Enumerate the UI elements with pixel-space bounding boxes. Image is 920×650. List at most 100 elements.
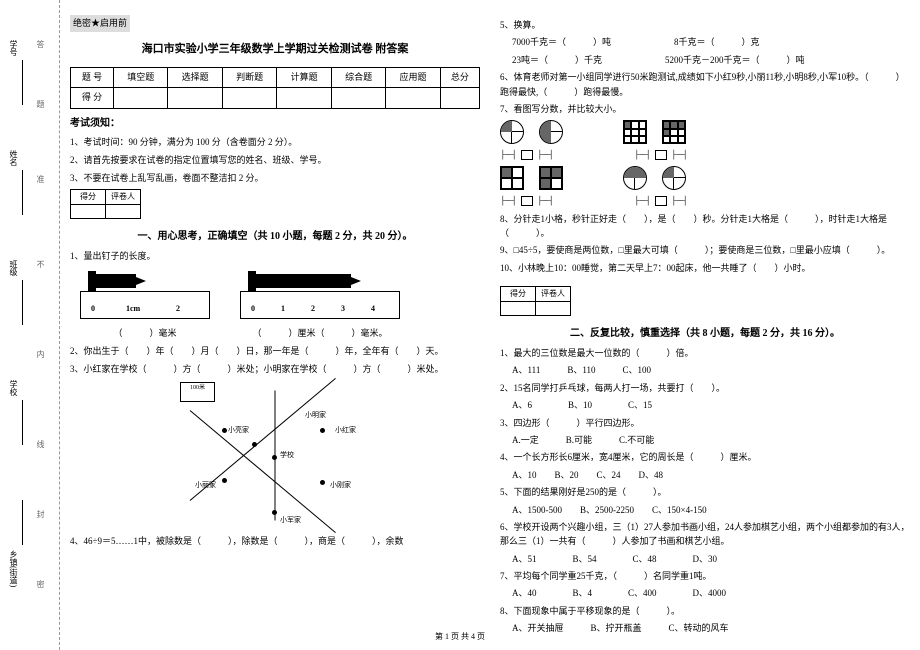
cell bbox=[551, 178, 562, 189]
cell bbox=[512, 178, 523, 189]
cmp2: ├─┤├─┤ bbox=[634, 148, 688, 162]
cell bbox=[501, 167, 512, 178]
rnum: 2 bbox=[176, 302, 180, 316]
left-column: 绝密★启用前 海口市实验小学三年级数学上学期过关检测试卷 附答案 题 号 填空题… bbox=[70, 15, 480, 639]
diag-line-se bbox=[190, 410, 336, 533]
s2q3o: A.一定 B.可能 C.不可能 bbox=[500, 433, 910, 447]
notice-item: 3、不要在试卷上乱写乱画，卷面不整洁扣 2 分。 bbox=[70, 171, 480, 186]
rnum: 4 bbox=[371, 302, 375, 316]
score-mini-box-2: 得分评卷人 bbox=[500, 286, 571, 316]
dot bbox=[320, 428, 325, 433]
sb-blank bbox=[71, 205, 106, 219]
cell bbox=[512, 167, 523, 178]
binding-label-town: 乡镇(街道) bbox=[8, 550, 19, 587]
cell bbox=[631, 129, 638, 136]
td bbox=[277, 88, 331, 108]
th: 判断题 bbox=[222, 67, 276, 87]
square-frac-4 bbox=[539, 166, 563, 190]
main-content: 绝密★启用前 海口市实验小学三年级数学上学期过关检测试卷 附答案 题 号 填空题… bbox=[70, 15, 910, 639]
filled-slice bbox=[624, 167, 635, 178]
sb-c2: 评卷人 bbox=[536, 287, 571, 302]
q6: 6、体育老师对第一小组同学进行50米跑测试,成绩如下小红9秒,小丽11秒,小明8… bbox=[500, 70, 910, 99]
td bbox=[168, 88, 222, 108]
secret-label: 绝密★启用前 bbox=[70, 15, 130, 32]
spine-text: 不 bbox=[35, 260, 46, 276]
td bbox=[113, 88, 167, 108]
sb-blank bbox=[106, 205, 141, 219]
cmp-sym bbox=[655, 196, 667, 206]
circle-frac-2 bbox=[539, 120, 563, 144]
binding-label-name: 姓名 bbox=[8, 150, 19, 166]
cmp-sym bbox=[521, 196, 533, 206]
s2q2: 2、15名同学打乒乓球，每两人打一场，共要打（ ）。 bbox=[500, 381, 910, 395]
td bbox=[386, 88, 440, 108]
q5a: 7000千克＝（ ）吨 8千克＝（ ）克 bbox=[500, 35, 910, 49]
dl: 小丽家 bbox=[195, 480, 216, 492]
notice-item: 1、考试时间：90 分钟，满分为 100 分（含卷面分 2 分）。 bbox=[70, 135, 480, 150]
q9: 9、□45÷5，要使商是两位数，□里最大可填（ ）；要使商是三位数，□里最小应填… bbox=[500, 243, 910, 257]
dot bbox=[320, 480, 325, 485]
cell bbox=[624, 136, 631, 143]
filled-slice bbox=[663, 167, 674, 178]
nail-tip bbox=[351, 277, 361, 285]
dl: 小军家 bbox=[280, 515, 301, 527]
cell bbox=[631, 136, 638, 143]
flag: 100米 bbox=[180, 382, 215, 402]
ruler1-wrap: 0 1cm 2 （ ）毫米 bbox=[70, 267, 220, 342]
rnum: 3 bbox=[341, 302, 345, 316]
nail-body bbox=[96, 274, 136, 288]
nail-tip bbox=[136, 277, 146, 285]
ruler-body: 0 1cm 2 bbox=[80, 291, 210, 319]
filled-slice bbox=[540, 121, 551, 132]
cell bbox=[624, 121, 631, 128]
binding-column: 学号 姓名 班级 学校 乡镇(街道) 答 题 准 不 内 线 封 密 bbox=[0, 0, 60, 650]
td bbox=[331, 88, 385, 108]
cell bbox=[639, 136, 646, 143]
s2q5: 5、下面的结果刚好是250的是（ ）。 bbox=[500, 485, 910, 499]
dl: 小刚家 bbox=[330, 480, 351, 492]
s2q1: 1、最大的三位数是最大一位数的（ ）倍。 bbox=[500, 346, 910, 360]
cmp-sym bbox=[655, 150, 667, 160]
th: 计算题 bbox=[277, 67, 331, 87]
th: 应用题 bbox=[386, 67, 440, 87]
cell bbox=[670, 136, 677, 143]
td bbox=[440, 88, 479, 108]
filled-slice bbox=[635, 167, 646, 178]
underline bbox=[22, 400, 23, 445]
q2: 2、你出生于（ ）年（ ）月（ ）日，那一年是（ ）年，全年有（ ）天。 bbox=[70, 344, 480, 358]
cell bbox=[678, 121, 685, 128]
cell bbox=[663, 136, 670, 143]
th: 填空题 bbox=[113, 67, 167, 87]
sb-c1: 得分 bbox=[71, 190, 106, 205]
score-mini-box: 得分评卷人 bbox=[70, 189, 141, 219]
q5b: 23吨＝（ ）千克 5200千克－200千克＝（ ）吨 bbox=[500, 53, 910, 67]
cell bbox=[639, 129, 646, 136]
spine-text: 封 bbox=[35, 510, 46, 526]
ruler2: 0 1 2 3 4 bbox=[240, 269, 400, 319]
filled-slice bbox=[501, 121, 512, 132]
underline bbox=[22, 60, 23, 105]
dot bbox=[222, 428, 227, 433]
cmp4: ├─┤├─┤ bbox=[634, 194, 688, 208]
square-frac-3 bbox=[500, 166, 524, 190]
cell bbox=[639, 121, 646, 128]
q10: 10、小林晚上10：00睡觉，第二天早上7：00起床，他一共睡了（ ）小时。 bbox=[500, 261, 910, 275]
q4: 4、46÷9＝5……1中，被除数是（ ），除数是（ ），商是（ ），余数 bbox=[70, 534, 480, 548]
binding-label-school: 学校 bbox=[8, 380, 19, 396]
th: 题 号 bbox=[71, 67, 114, 87]
cmp3: ├─┤├─┤ bbox=[500, 194, 554, 208]
nail-head bbox=[248, 271, 256, 291]
cell bbox=[663, 129, 670, 136]
td bbox=[222, 88, 276, 108]
ruler2-answer: （ ）厘米（ ）毫米。 bbox=[230, 326, 410, 341]
section1-title: 一、用心思考，正确填空（共 10 小题，每题 2 分，共 20 分）。 bbox=[70, 228, 480, 245]
cmp1: ├─┤├─┤ bbox=[500, 148, 554, 162]
cell bbox=[663, 121, 670, 128]
compare-row-1: ├─┤├─┤ ├─┤├─┤ bbox=[500, 148, 910, 162]
exam-title: 海口市实验小学三年级数学上学期过关检测试卷 附答案 bbox=[70, 40, 480, 59]
sb-blank bbox=[536, 301, 571, 315]
filled-slice bbox=[540, 132, 551, 143]
spine-text: 内 bbox=[35, 350, 46, 366]
q5: 5、换算。 bbox=[500, 18, 910, 32]
cell bbox=[551, 167, 562, 178]
